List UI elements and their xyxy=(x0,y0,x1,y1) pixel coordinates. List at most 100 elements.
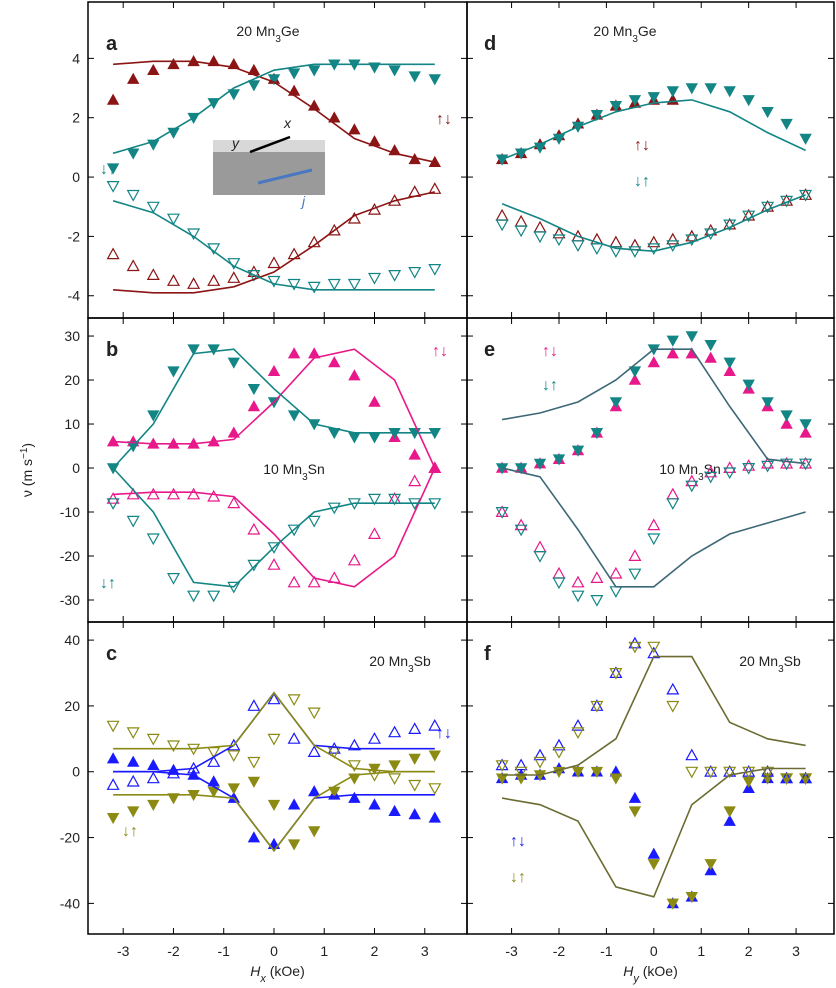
marker xyxy=(571,575,585,588)
x-axis-label-part: H xyxy=(623,963,634,979)
marker xyxy=(647,92,660,104)
y-tick-label: 20 xyxy=(64,372,80,388)
panel-letter: f xyxy=(484,643,491,665)
marker xyxy=(590,571,604,584)
marker xyxy=(609,586,623,598)
marker xyxy=(106,181,120,193)
x-axis-label: Hx (kOe) xyxy=(250,963,305,985)
marker xyxy=(533,220,547,233)
marker xyxy=(328,111,341,123)
marker xyxy=(704,83,717,95)
marker xyxy=(307,707,321,720)
y-tick-label: 0 xyxy=(72,169,80,185)
marker xyxy=(647,235,661,248)
marker xyxy=(166,487,181,500)
panel-title: 20 Mn3Sb xyxy=(739,653,801,675)
marker xyxy=(368,62,381,74)
marker xyxy=(287,798,301,810)
marker xyxy=(609,235,623,248)
marker xyxy=(348,123,361,135)
marker xyxy=(685,892,698,904)
marker xyxy=(247,699,261,711)
marker xyxy=(368,395,381,407)
marker xyxy=(666,86,679,98)
marker xyxy=(348,369,361,381)
marker xyxy=(368,798,381,810)
marker xyxy=(367,527,382,540)
y-tick-label: -20 xyxy=(60,548,80,564)
marker xyxy=(347,738,361,751)
legend-label: ↑↓ xyxy=(436,111,452,128)
marker xyxy=(514,225,528,238)
marker xyxy=(514,463,528,475)
marker xyxy=(552,746,566,759)
y-axis-label: ν (m s−1) xyxy=(19,443,36,497)
marker xyxy=(207,344,220,356)
marker xyxy=(106,813,120,825)
marker xyxy=(227,581,241,594)
fit-line xyxy=(113,691,435,773)
marker xyxy=(408,808,421,820)
panel-letter: a xyxy=(106,33,118,55)
marker xyxy=(628,366,642,378)
marker xyxy=(761,107,774,119)
marker xyxy=(514,766,528,779)
legend-label: ↑↓ xyxy=(542,343,558,360)
legend-label: ↓↑ xyxy=(510,869,526,886)
marker xyxy=(742,776,755,788)
x-tick-label: 1 xyxy=(320,943,328,959)
marker xyxy=(780,773,794,786)
legend-label: ↑↓ xyxy=(510,833,526,850)
marker xyxy=(590,700,604,713)
marker xyxy=(307,281,321,294)
y-tick-label: 10 xyxy=(64,416,80,432)
legend-label: ↑↓ xyxy=(634,137,650,154)
marker xyxy=(146,733,160,746)
marker xyxy=(685,234,699,247)
marker xyxy=(799,419,812,431)
panel-letter: e xyxy=(484,339,495,361)
marker xyxy=(106,93,120,105)
marker xyxy=(227,426,240,438)
marker xyxy=(267,364,281,377)
marker xyxy=(609,566,623,579)
x-axis-label-part: y xyxy=(632,973,640,985)
marker xyxy=(609,397,623,409)
marker xyxy=(571,240,585,253)
marker xyxy=(590,766,604,779)
marker xyxy=(666,898,679,910)
legend-label: ↓↑ xyxy=(542,377,558,394)
marker xyxy=(247,756,261,769)
y-tick-label: -10 xyxy=(60,504,80,520)
marker xyxy=(742,459,756,471)
marker xyxy=(571,727,585,740)
marker xyxy=(187,590,201,603)
marker xyxy=(287,839,301,851)
marker xyxy=(666,498,680,510)
marker xyxy=(146,201,160,214)
marker xyxy=(704,339,717,352)
marker xyxy=(247,559,261,572)
marker xyxy=(347,553,361,566)
marker xyxy=(685,83,698,95)
marker xyxy=(428,182,442,194)
y-tick-label: 0 xyxy=(72,764,80,780)
marker xyxy=(307,515,321,528)
x-tick-label: 2 xyxy=(371,943,379,959)
marker xyxy=(147,410,160,422)
marker xyxy=(742,95,755,107)
legend-label: ↓↑ xyxy=(122,823,138,840)
marker xyxy=(287,347,301,359)
marker xyxy=(647,859,660,871)
panel-title-part: Ge xyxy=(638,23,657,39)
marker xyxy=(799,426,812,438)
marker xyxy=(106,752,120,764)
marker xyxy=(428,264,442,276)
panel-frame xyxy=(466,621,835,935)
marker xyxy=(146,487,160,500)
marker xyxy=(166,274,181,286)
marker xyxy=(388,65,401,77)
marker xyxy=(348,432,361,444)
fit-line xyxy=(113,467,436,588)
